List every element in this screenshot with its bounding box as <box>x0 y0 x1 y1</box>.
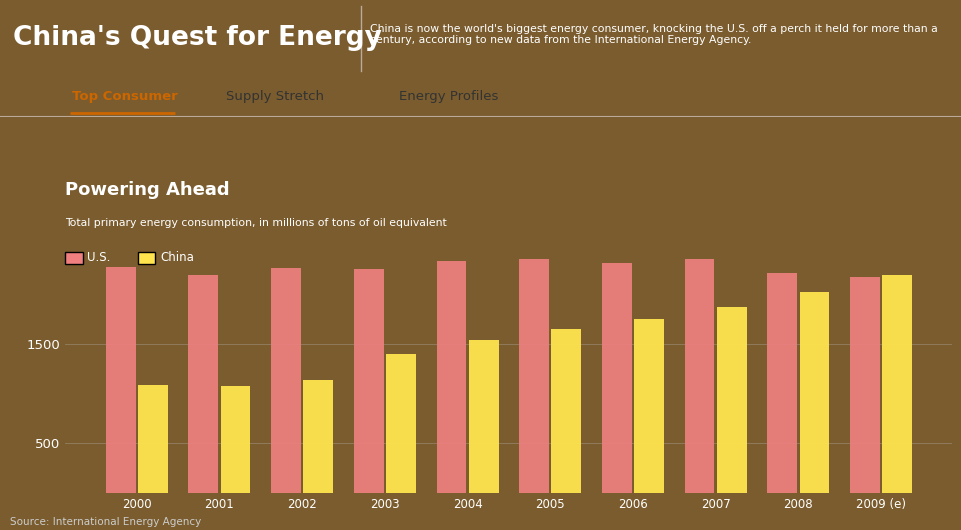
Bar <box>188 275 218 493</box>
Bar <box>551 329 580 493</box>
Text: Top Consumer: Top Consumer <box>72 90 178 103</box>
Text: Energy Profiles: Energy Profiles <box>399 90 498 103</box>
Text: Supply Stretch: Supply Stretch <box>226 90 324 103</box>
Bar <box>602 263 631 493</box>
Bar <box>767 273 797 493</box>
Bar <box>385 355 415 493</box>
Text: China: China <box>160 251 194 263</box>
Bar <box>106 267 136 493</box>
Bar <box>633 319 663 493</box>
Bar <box>354 269 383 493</box>
Bar <box>468 340 498 493</box>
Bar <box>436 261 466 493</box>
Text: China is now the world's biggest energy consumer, knocking the U.S. off a perch : China is now the world's biggest energy … <box>370 24 937 46</box>
Bar <box>303 381 333 493</box>
Bar <box>799 292 828 493</box>
Bar <box>716 307 746 493</box>
Bar <box>220 386 250 493</box>
Bar <box>850 277 879 493</box>
Bar <box>137 385 167 493</box>
Bar <box>271 268 301 493</box>
Bar <box>881 275 911 493</box>
Text: U.S.: U.S. <box>86 251 110 263</box>
Bar <box>519 259 549 493</box>
Text: Source: International Energy Agency: Source: International Energy Agency <box>10 517 201 527</box>
Text: Total primary energy consumption, in millions of tons of oil equivalent: Total primary energy consumption, in mil… <box>65 218 447 228</box>
Text: China's Quest for Energy: China's Quest for Energy <box>12 25 381 51</box>
Bar <box>684 259 714 493</box>
Text: Powering Ahead: Powering Ahead <box>65 181 230 199</box>
